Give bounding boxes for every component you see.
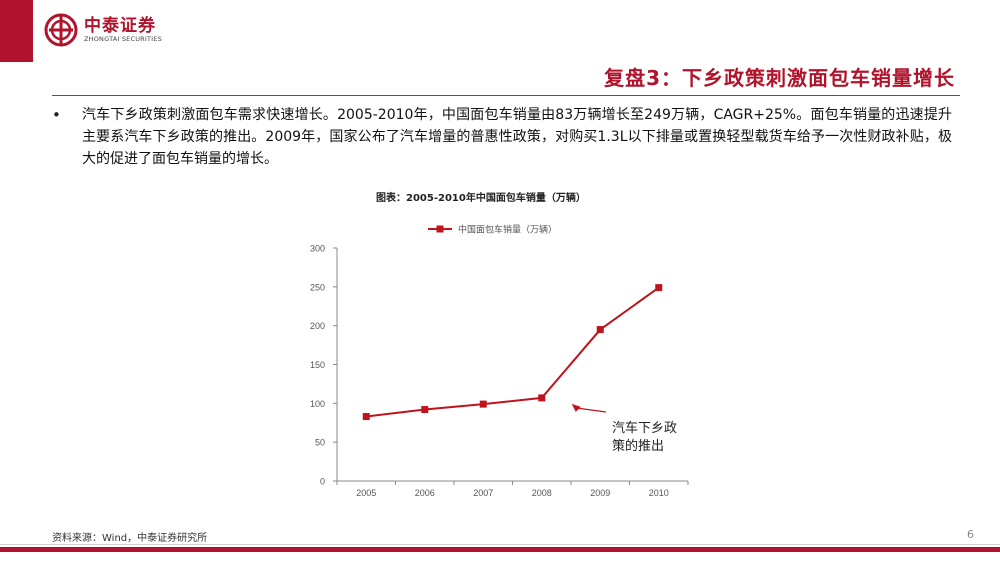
data-point <box>479 400 487 408</box>
x-tick-label: 2009 <box>590 488 610 498</box>
zhongtai-logo-icon <box>44 13 78 47</box>
y-tick-label: 150 <box>310 360 325 370</box>
data-point <box>421 406 429 414</box>
legend-label: 中国面包车销量（万辆） <box>458 224 557 236</box>
y-tick-label: 50 <box>315 438 325 448</box>
x-tick-label: 2006 <box>415 488 435 498</box>
title-divider <box>52 95 960 96</box>
y-tick-label: 300 <box>310 244 325 254</box>
page-number: 6 <box>967 528 974 541</box>
data-point <box>655 284 663 292</box>
annotation-arrow-head <box>571 403 581 412</box>
slide-title: 复盘3：下乡政策刺激面包车销量增长 <box>604 66 955 90</box>
legend-marker <box>436 225 444 233</box>
chart-caption: 图表：2005-2010年中国面包车销量（万辆） <box>376 193 586 204</box>
annotation-arrow-line <box>575 407 607 413</box>
bullet-paragraph: • 汽车下乡政策刺激面包车需求快速增长。2005-2010年，中国面包车销量由8… <box>52 104 952 170</box>
x-tick-label: 2010 <box>649 488 669 498</box>
data-point <box>538 394 546 402</box>
bullet-text: 汽车下乡政策刺激面包车需求快速增长。2005-2010年，中国面包车销量由83万… <box>82 107 952 167</box>
annotation-text: 汽车下乡政 <box>612 420 677 436</box>
x-tick-label: 2008 <box>532 488 552 498</box>
left-accent-red <box>0 0 33 62</box>
logo: 中泰证券 ZHONGTAI SECURITIES <box>44 12 162 48</box>
logo-text-en: ZHONGTAI SECURITIES <box>84 34 162 43</box>
left-accent-bar <box>0 0 33 563</box>
logo-text-cn: 中泰证券 <box>84 15 156 36</box>
data-point <box>362 413 370 421</box>
x-tick-label: 2005 <box>356 488 376 498</box>
series-line <box>366 286 660 418</box>
source-note: 资料来源：Wind，中泰证券研究所 <box>52 533 208 544</box>
y-tick-label: 200 <box>310 321 325 331</box>
y-tick-label: 100 <box>310 399 325 409</box>
y-tick-label: 250 <box>310 282 325 292</box>
annotation-text: 策的推出 <box>612 438 664 454</box>
y-tick-label: 0 <box>320 477 325 487</box>
bullet-dot: • <box>52 106 61 124</box>
x-tick-label: 2007 <box>473 488 493 498</box>
footer-bar <box>0 547 1000 552</box>
data-point <box>596 326 604 334</box>
footer-line <box>0 544 1000 545</box>
